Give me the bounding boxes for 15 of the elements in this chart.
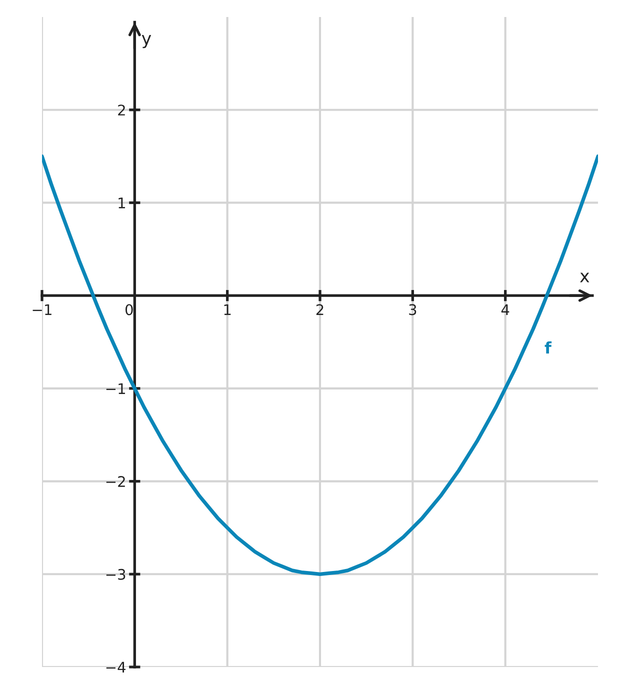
x-tick-label: 2 xyxy=(316,304,324,315)
y-tick-label: −3 xyxy=(106,568,126,580)
y-tick-label: −4 xyxy=(106,662,126,673)
x-axis-title: x xyxy=(580,272,590,282)
x-tick-label: 4 xyxy=(501,304,510,315)
y-tick-label: −1 xyxy=(106,383,125,394)
x-tick-label: 0 xyxy=(125,304,133,316)
series-label: f xyxy=(544,341,552,354)
y-tick-label: 1 xyxy=(118,198,125,208)
x-tick-label: 3 xyxy=(409,304,416,316)
y-axis-title: y xyxy=(142,35,152,48)
y-tick-label: −2 xyxy=(106,476,125,487)
y-tick-label: 2 xyxy=(118,104,125,116)
x-tick-label: 1 xyxy=(224,304,231,315)
x-tick-label: −1 xyxy=(32,304,52,315)
